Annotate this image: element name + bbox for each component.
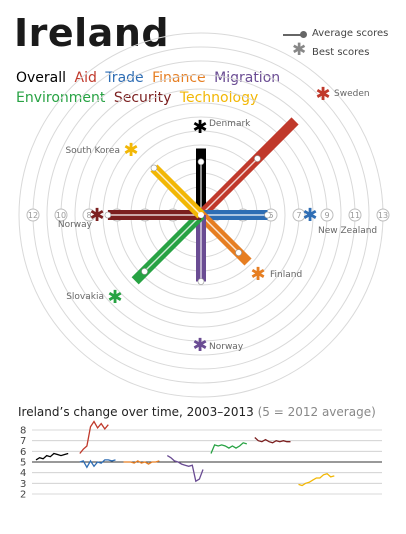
rank-label: 12 [28,211,38,220]
rank-label-bg [348,208,362,222]
page-title: Ireland [14,11,170,55]
change-line-trade [79,459,116,469]
best-star-icon: ✱ [89,205,104,226]
average-dot-environment [141,268,148,275]
best-country-label: New Zealand [318,226,377,236]
best-country-label: Denmark [209,119,251,129]
rank-label-bg [26,208,40,222]
best-star-icon: ✱ [107,287,122,308]
average-line-environment [144,214,202,272]
best-star-icon: ✱ [292,40,307,60]
y-tick-label: 5 [20,458,26,469]
change-line-overall [35,452,69,461]
rank-label-bg [292,208,306,222]
best-star-icon: ✱ [192,335,207,356]
change-line-migration [166,455,204,483]
best-country-label: Finland [270,270,302,280]
best-star-icon: ✱ [123,140,138,161]
average-legend-line [283,34,305,36]
rank-label: 13 [378,211,388,220]
y-tick-label: 6 [20,447,26,458]
average-dot-security [104,211,112,219]
rank-label: 8 [86,211,91,220]
y-tick-label: 4 [20,468,26,479]
rank-label-bg [54,208,68,222]
best-star-icon: ✱ [192,117,207,138]
best-star-icon: ✱ [302,205,317,226]
average-dot-finance [235,249,242,256]
change-line-overall2 [79,420,109,454]
change-line-security [254,437,291,444]
average-dot-migration [197,278,205,285]
change-grid [32,429,382,495]
best-country-label: South Korea [65,146,120,156]
best-country-label: Norway [209,342,244,352]
center-dot [198,212,204,218]
average-dot-aid [254,155,261,162]
average-line-technology [153,167,202,216]
y-tick-label: 3 [20,479,26,490]
component-label-trade: Trade [105,70,144,86]
component-label-security: Security [113,90,172,106]
average-dot-trade [264,211,271,219]
component-label-aid: Aid [74,70,97,86]
average-dot-technology [150,164,158,172]
rank-label-bg [376,208,390,222]
component-row-2: Environment Security Technology [16,91,262,105]
rank-label: 7 [296,211,301,220]
legend-average-label: Average scores [312,28,389,39]
component-label-environment: Environment [16,90,106,106]
average-line-aid [200,158,258,216]
best-star-icon: ✱ [250,264,265,285]
component-label-overall: Overall [16,70,67,86]
change-title-sub: (5 = 2012 average) [257,405,376,419]
rank-label: 10 [56,211,66,220]
legend-best-label: Best scores [312,47,370,58]
component-label-finance: Finance [152,70,206,86]
rank-label: 11 [350,211,360,220]
rank-label-bg [320,208,334,222]
best-country-label: Slovakia [66,292,104,302]
average-legend-dot [300,31,307,38]
y-tick-label: 8 [20,426,26,437]
rank-label: 9 [324,211,329,220]
y-tick-label: 2 [20,490,26,501]
change-line-technology [298,472,335,487]
best-country-label: Sweden [334,89,370,99]
average-dot-overall [197,158,205,166]
change-line-environment [210,442,247,454]
rank-label-bg [82,208,96,222]
change-title-main: Ireland’s change over time, 2003–2013 [18,405,254,419]
best-star-icon: ✱ [315,84,330,105]
y-tick-label: 7 [20,436,26,447]
rank-label: 5 [268,211,273,220]
average-line-finance [200,214,240,254]
best-country-label: Norway [58,220,93,230]
change-line-finance [123,460,160,465]
change-chart-title: Ireland’s change over time, 2003–2013 (5… [18,405,376,419]
